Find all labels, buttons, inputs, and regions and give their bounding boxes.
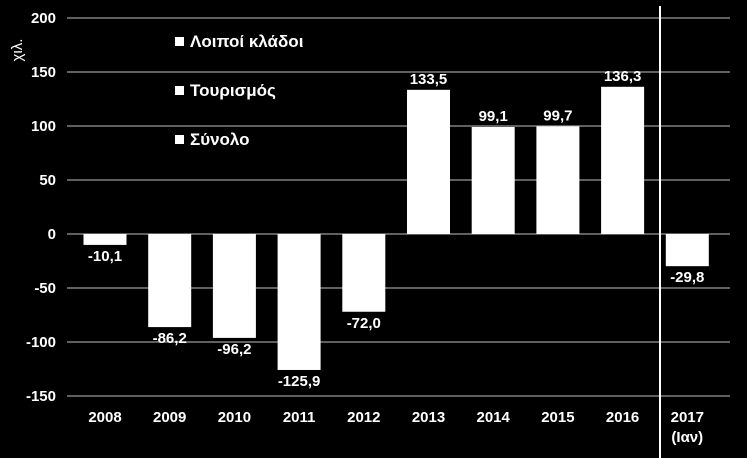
data-label: -96,2 (217, 341, 251, 358)
bar (536, 126, 580, 234)
x-tick-label: 2014 (477, 409, 511, 426)
data-label: -10,1 (88, 248, 122, 265)
bar (407, 89, 450, 234)
y-axis-ticks: 200 150 100 50 0 -50 -100 -150 (26, 10, 56, 405)
x-tick-label: 2012 (347, 409, 380, 426)
x-tick-label: 2016 (606, 409, 639, 426)
x-tick-label: 2010 (218, 409, 251, 426)
x-tick-label: 2011 (283, 409, 316, 426)
legend: Λοιποί κλάδοι Τουρισμός Σύνολο (175, 32, 304, 149)
data-label: -125,9 (278, 373, 321, 390)
legend-entry: Σύνολο (190, 130, 250, 149)
y-tick-label: -50 (34, 280, 56, 297)
y-tick-label: 0 (48, 226, 56, 243)
bar (212, 234, 256, 338)
data-label: -29,8 (670, 269, 704, 286)
y-tick-label: 200 (31, 10, 56, 27)
gridlines (67, 17, 730, 397)
legend-entry: Τουρισμός (190, 81, 276, 100)
y-tick-label: -100 (26, 334, 56, 351)
bar (601, 86, 645, 235)
y-tick-label: 50 (39, 172, 56, 189)
legend-swatch (175, 135, 184, 144)
y-axis-label: χιλ. (9, 39, 26, 62)
x-tick-label: 2008 (88, 409, 121, 426)
data-label: 133,5 (410, 71, 448, 88)
y-tick-label: -150 (26, 388, 56, 405)
legend-swatch (175, 37, 184, 46)
bar (665, 234, 709, 267)
data-label: 136,3 (604, 68, 642, 85)
legend-swatch (175, 86, 184, 95)
data-label: -72,0 (347, 315, 381, 332)
bar (83, 234, 127, 245)
legend-entry: Λοιποί κλάδοι (190, 32, 304, 51)
data-label: -86,2 (153, 330, 187, 347)
x-axis-ticks: 2008 2009 2010 2011 2012 2013 2014 2015 2016 2017… (88, 409, 704, 446)
bar (277, 234, 321, 370)
bar (471, 126, 515, 234)
bars (83, 86, 709, 370)
x-tick-label: 2009 (153, 409, 186, 426)
y-tick-label: 150 (31, 64, 56, 81)
bar (148, 234, 192, 328)
data-label: 99,7 (543, 107, 572, 124)
y-tick-label: 100 (31, 118, 56, 135)
data-labels: -10,1 -86,2 -96,2 -125,9 -72,0 133,5 99,1 99,7 1… (88, 68, 705, 390)
x-tick-label: 2017 (Ιαν) (671, 409, 704, 446)
x-tick-label: 2013 (412, 409, 445, 426)
x-tick-label: 2015 (541, 409, 574, 426)
bar (342, 234, 386, 312)
data-label: 99,1 (479, 108, 508, 125)
